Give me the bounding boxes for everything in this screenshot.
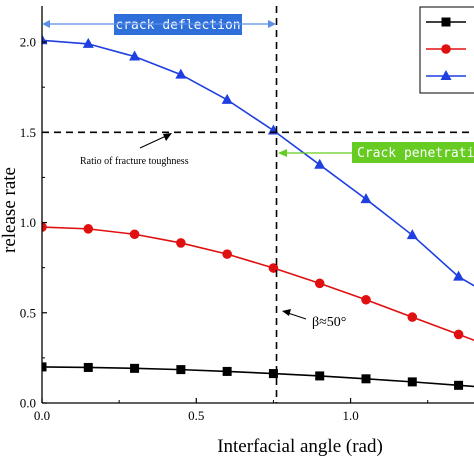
series-2 — [42, 222, 474, 342]
x-tick-label: 1.0 — [342, 408, 358, 423]
data-point — [454, 380, 464, 390]
data-point — [42, 362, 47, 372]
data-point — [222, 366, 232, 376]
reference-lines — [42, 6, 474, 403]
data-point — [176, 365, 186, 375]
y-tick-label: 0.5 — [20, 305, 36, 320]
y-tick-label: 0.0 — [20, 396, 36, 411]
data-point — [83, 362, 93, 372]
data-point — [42, 222, 47, 232]
data-point — [407, 377, 417, 387]
data-point — [176, 238, 186, 248]
penetration-arrow-head — [278, 149, 287, 157]
data-point — [268, 369, 278, 379]
toughness-annotation: Ratio of fracture toughness — [80, 133, 189, 167]
data-point — [361, 294, 371, 305]
data-point — [83, 224, 94, 234]
y-axis-title: release rate — [0, 167, 20, 253]
data-point — [129, 50, 141, 61]
data-point — [175, 68, 187, 79]
data-point — [314, 158, 326, 169]
legend-marker — [441, 17, 451, 27]
x-tick-label: 0.5 — [188, 408, 204, 423]
data-point — [360, 193, 372, 204]
toughness-label: Ratio of fracture toughness — [80, 156, 189, 167]
y-tick-label: 2.0 — [20, 35, 36, 50]
deflection-label: crack deflection — [115, 18, 240, 33]
x-axis-title: Interfacial angle (rad) — [217, 436, 383, 457]
legend — [419, 6, 474, 94]
y-tick-label: 1.5 — [20, 125, 36, 140]
deflection-arrow-right — [268, 20, 276, 28]
penetration-label: Crack penetration — [357, 146, 474, 161]
toughness-arrow-line — [139, 135, 167, 149]
toughness-arrow-head — [163, 133, 172, 141]
series-line — [42, 39, 474, 287]
legend-items — [426, 17, 466, 80]
legend-marker — [440, 70, 452, 80]
data-point — [221, 93, 233, 104]
y-tick-label: 1.0 — [20, 215, 36, 230]
data-point — [407, 312, 418, 322]
data-point — [453, 329, 464, 340]
data-point — [361, 374, 371, 384]
data-point — [406, 229, 418, 240]
beta-label: β≈50° — [312, 315, 346, 330]
axes: 0.0 0.5 1.0 1.5 2.0 0.0 0.5 1.0 — [20, 6, 474, 423]
series-layer — [42, 34, 474, 390]
data-point — [129, 229, 140, 240]
penetration-annotation: Crack penetration — [278, 142, 474, 163]
series-line — [42, 226, 474, 342]
data-point — [315, 371, 325, 381]
beta-arrow-head — [282, 309, 291, 316]
data-point — [314, 278, 325, 289]
data-point — [82, 37, 94, 48]
series-3 — [42, 34, 474, 287]
x-tick-label: 0.0 — [34, 408, 50, 423]
series-1 — [42, 362, 474, 390]
data-point — [130, 363, 140, 373]
legend-marker — [441, 44, 451, 54]
beta-arrow-line — [287, 312, 307, 320]
deflection-arrow-left — [42, 20, 50, 28]
beta-annotation: β≈50° — [282, 309, 346, 330]
data-point — [453, 270, 465, 281]
penetration-box — [352, 142, 474, 163]
data-point — [222, 249, 232, 259]
deflection-annotation: crack deflection — [42, 14, 276, 35]
